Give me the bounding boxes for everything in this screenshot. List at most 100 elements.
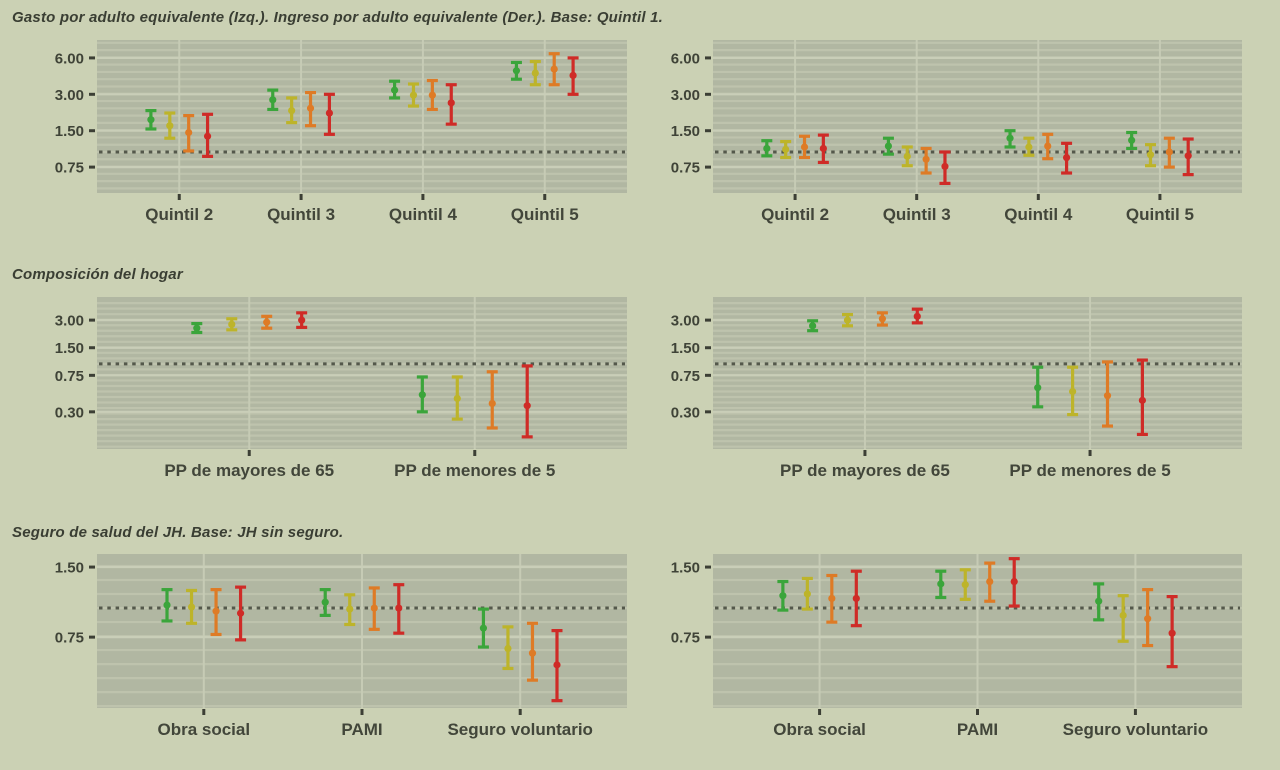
pointrange-marker: [799, 134, 811, 160]
x-tick-label: PP de menores de 5: [1009, 461, 1170, 480]
pointrange-marker: [1101, 360, 1113, 428]
y-tick-label: 0.30: [55, 404, 84, 421]
y-tick-label: 0.75: [55, 160, 84, 177]
y-tick-label: 1.50: [671, 340, 700, 357]
pointrange-marker: [1144, 143, 1156, 168]
pointrange-marker: [1142, 588, 1154, 648]
y-tick-label: 1.50: [671, 560, 700, 577]
pointrange-marker: [959, 568, 971, 601]
pointrange-marker: [296, 311, 308, 329]
pointrange-marker: [1032, 365, 1044, 409]
pointrange-marker: [451, 375, 463, 421]
pointrange-marker: [502, 625, 514, 671]
x-axis: PP de mayores de 65 PP de menores de 5: [780, 450, 1171, 480]
x-tick-label: Quintil 2: [145, 205, 213, 224]
pointrange-marker: [477, 607, 489, 649]
panel-gasto-quintiles: 6.00 3.00 1.50 0.75 Quintil 2 Quintil 3 Quinti…: [55, 40, 627, 224]
pointrange-marker: [1166, 594, 1178, 669]
y-tick-label: 0.75: [55, 630, 84, 647]
series-amarillo: [164, 59, 541, 140]
x-axis: Quintil 2 Quintil 3 Quintil 4 Quintil 5: [145, 194, 579, 224]
y-axis: 1.50 0.75: [671, 560, 1242, 647]
y-tick-label: 0.75: [55, 368, 84, 385]
x-tick-label: Quintil 2: [761, 205, 829, 224]
series-verde: [761, 129, 1138, 158]
x-tick-label: PAMI: [957, 720, 998, 739]
series-verde: [145, 60, 522, 131]
pointrange-marker: [261, 314, 273, 330]
x-tick-label: Quintil 5: [1126, 205, 1194, 224]
grid-minor-lines: [97, 302, 627, 448]
pointrange-marker: [1004, 129, 1016, 149]
pointrange-marker: [551, 629, 563, 703]
pointrange-marker: [186, 588, 198, 625]
pointrange-marker: [426, 78, 438, 112]
y-tick-label: 6.00: [671, 50, 700, 67]
pointrange-marker: [761, 139, 773, 158]
pointrange-marker: [235, 585, 247, 642]
pointrange-marker: [911, 307, 923, 325]
x-tick-label: Obra social: [157, 720, 250, 739]
pointrange-marker: [393, 583, 405, 635]
series-naranja: [876, 311, 1113, 428]
y-tick-label: 1.50: [55, 340, 84, 357]
y-tick-label: 3.00: [671, 87, 700, 104]
pointrange-marker: [1182, 137, 1194, 177]
y-tick-label: 1.50: [55, 560, 84, 577]
grid-vertical-lines: [818, 554, 1137, 708]
panel-seguro-ingreso: 1.50 0.75 Obra social PAMI Seguro voluntario: [671, 554, 1242, 739]
pointrange-marker: [842, 312, 854, 328]
series-naranja: [799, 132, 1175, 175]
series-rojo: [235, 583, 563, 703]
y-tick-label: 1.50: [55, 123, 84, 140]
x-axis: PP de mayores de 65 PP de menores de 5: [164, 450, 555, 480]
pointrange-marker: [801, 576, 813, 611]
x-axis: Quintil 2 Quintil 3 Quintil 4 Quintil 5: [761, 194, 1194, 224]
x-tick-label: Quintil 5: [511, 205, 579, 224]
pointrange-marker: [226, 317, 238, 332]
pointrange-marker: [286, 96, 298, 125]
pointrange-marker: [368, 586, 380, 631]
pointrange-marker: [416, 375, 428, 414]
pointrange-marker: [984, 561, 996, 603]
pointrange-marker: [145, 108, 157, 131]
pointrange-marker: [1067, 365, 1079, 417]
series-naranja: [261, 314, 498, 430]
pointrange-marker: [305, 90, 317, 128]
series-rojo: [202, 56, 579, 158]
pointrange-marker: [901, 145, 913, 168]
pointrange-marker: [876, 311, 888, 327]
series-verde: [777, 569, 1105, 622]
series-amarillo: [842, 312, 1079, 417]
pointrange-marker: [817, 133, 829, 165]
pointrange-marker: [1042, 132, 1054, 161]
series-amarillo: [780, 136, 1156, 168]
pointrange-marker: [920, 146, 932, 175]
pointrange-marker: [826, 573, 838, 624]
y-tick-label: 3.00: [55, 313, 84, 330]
y-tick-label: 3.00: [55, 87, 84, 104]
pointrange-marker: [521, 364, 533, 439]
y-tick-label: 3.00: [671, 313, 700, 330]
series-rojo: [850, 557, 1178, 669]
pointrange-marker: [164, 111, 176, 140]
y-axis: 6.00 3.00 1.50 0.75: [671, 50, 1242, 177]
y-axis: 3.00 1.50 0.75 0.30: [55, 313, 627, 421]
series-verde: [807, 319, 1044, 409]
y-tick-label: 0.75: [671, 630, 700, 647]
y-tick-label: 6.00: [55, 50, 84, 67]
pointrange-marker: [486, 370, 498, 430]
pointrange-marker: [526, 621, 538, 682]
series-verde: [161, 588, 489, 649]
grid-vertical-lines: [248, 297, 476, 449]
pointrange-marker: [1023, 136, 1035, 157]
grid-vertical-lines: [202, 554, 522, 708]
x-axis: Obra social PAMI Seguro voluntario: [773, 709, 1208, 739]
pointrange-marker: [1126, 130, 1138, 151]
pointrange-marker: [1163, 136, 1175, 169]
pointrange-marker: [323, 92, 335, 136]
x-tick-label: Seguro voluntario: [1063, 720, 1208, 739]
section-title-seguro: Seguro de salud del JH. Base: JH sin seg…: [12, 524, 344, 541]
